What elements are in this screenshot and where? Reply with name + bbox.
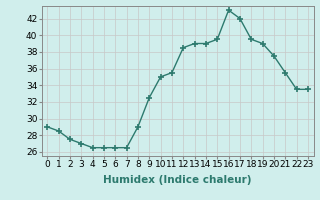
X-axis label: Humidex (Indice chaleur): Humidex (Indice chaleur) xyxy=(103,175,252,185)
